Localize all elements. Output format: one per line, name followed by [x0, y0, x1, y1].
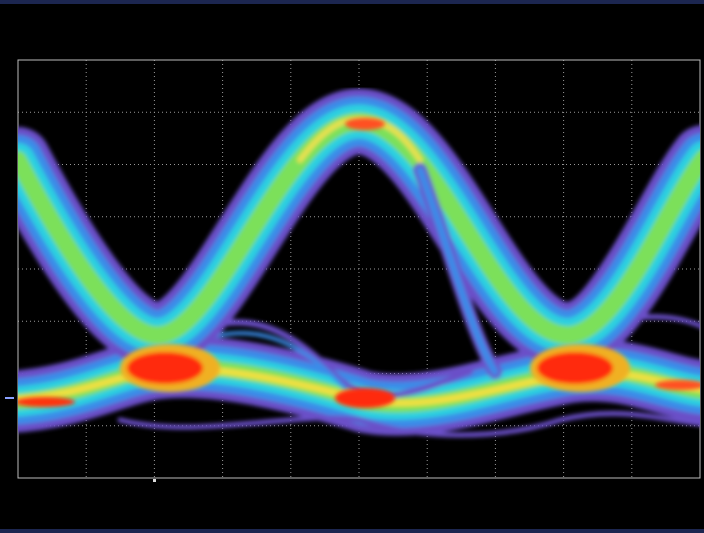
trigger-marker	[153, 479, 156, 482]
top-border	[0, 0, 704, 4]
bottom-border	[0, 529, 704, 533]
eye-diagram	[18, 88, 700, 438]
